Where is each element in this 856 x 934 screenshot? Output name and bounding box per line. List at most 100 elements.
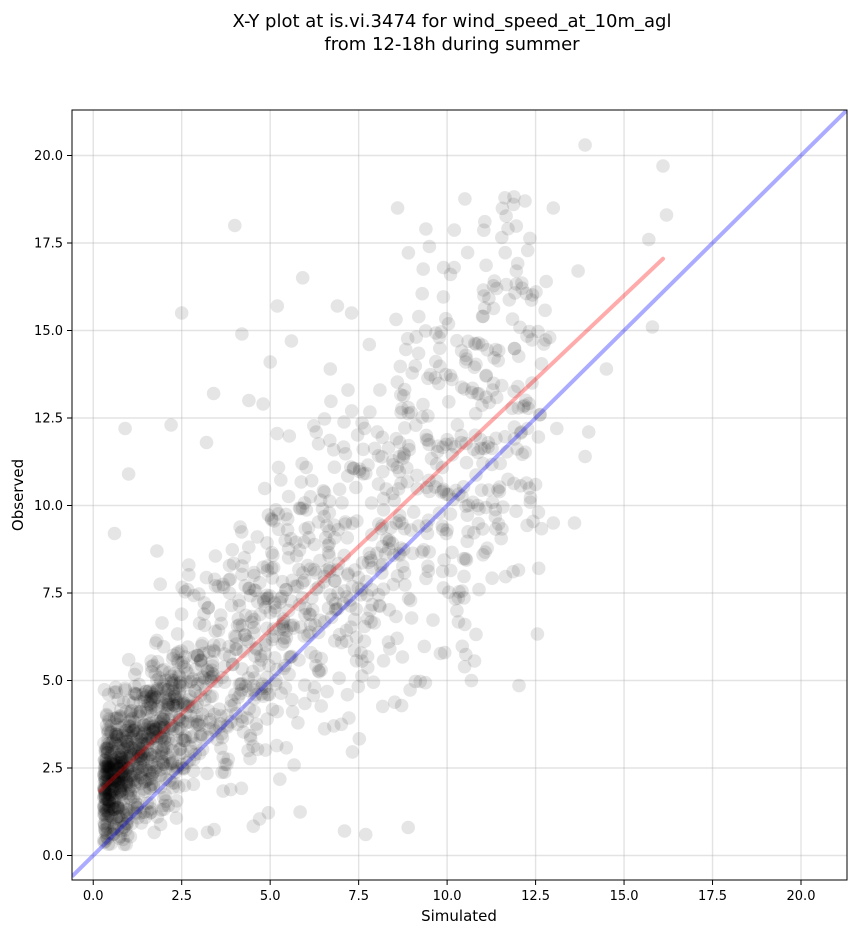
data-point bbox=[278, 658, 293, 673]
data-point bbox=[101, 769, 115, 784]
data-point bbox=[307, 537, 322, 552]
data-point bbox=[249, 642, 264, 656]
data-point bbox=[149, 714, 163, 728]
data-point bbox=[459, 499, 473, 513]
data-point bbox=[101, 758, 115, 773]
data-point bbox=[205, 659, 220, 673]
data-point bbox=[450, 418, 465, 432]
data-point bbox=[164, 706, 179, 721]
data-point bbox=[163, 773, 177, 788]
data-point bbox=[421, 371, 435, 386]
data-point bbox=[309, 425, 324, 439]
data-point bbox=[121, 725, 135, 740]
data-point bbox=[171, 696, 185, 711]
data-point bbox=[307, 563, 321, 577]
data-point bbox=[124, 746, 138, 761]
data-point bbox=[109, 810, 123, 825]
data-point bbox=[279, 583, 293, 597]
data-point bbox=[154, 716, 168, 731]
data-point bbox=[140, 737, 155, 751]
data-point bbox=[140, 773, 155, 787]
data-point bbox=[201, 730, 215, 745]
data-point bbox=[97, 783, 111, 797]
data-point bbox=[107, 821, 122, 835]
data-point bbox=[261, 591, 275, 605]
data-point bbox=[290, 579, 305, 593]
data-point bbox=[184, 674, 198, 689]
data-point bbox=[100, 709, 114, 723]
data-point bbox=[235, 559, 249, 573]
data-point bbox=[534, 357, 549, 371]
data-point bbox=[128, 795, 143, 809]
data-point bbox=[109, 759, 124, 773]
data-point bbox=[142, 683, 157, 698]
data-point bbox=[161, 798, 176, 813]
data-point bbox=[113, 829, 128, 844]
y-tick-label: 7.5 bbox=[42, 587, 63, 602]
data-point bbox=[154, 731, 168, 745]
data-point bbox=[464, 673, 479, 688]
data-point bbox=[339, 623, 354, 638]
data-point bbox=[133, 694, 148, 709]
data-point bbox=[172, 686, 187, 700]
data-point bbox=[132, 709, 146, 723]
data-point bbox=[126, 696, 141, 710]
data-point bbox=[460, 245, 475, 260]
data-point bbox=[346, 461, 361, 476]
data-point bbox=[260, 591, 274, 606]
data-point bbox=[467, 526, 481, 540]
data-point bbox=[216, 750, 230, 765]
data-point bbox=[107, 773, 122, 787]
data-point bbox=[111, 766, 125, 780]
data-point bbox=[175, 732, 189, 746]
data-point bbox=[392, 464, 407, 479]
data-point bbox=[120, 749, 134, 764]
data-point bbox=[475, 522, 490, 536]
data-point bbox=[159, 747, 174, 762]
data-point bbox=[114, 771, 129, 786]
data-point bbox=[258, 633, 273, 648]
data-point bbox=[186, 672, 200, 686]
data-point bbox=[471, 336, 486, 350]
data-point bbox=[372, 517, 386, 531]
data-point bbox=[429, 474, 444, 488]
data-point bbox=[193, 729, 208, 744]
data-point bbox=[188, 683, 202, 698]
data-point bbox=[135, 763, 149, 778]
data-point bbox=[107, 795, 121, 810]
data-point bbox=[458, 617, 472, 632]
data-point bbox=[444, 437, 459, 451]
data-point bbox=[143, 696, 158, 711]
data-point bbox=[115, 813, 129, 827]
data-point bbox=[101, 807, 116, 821]
data-point bbox=[352, 732, 367, 746]
data-point bbox=[470, 498, 485, 513]
data-point bbox=[148, 746, 162, 761]
data-point bbox=[281, 603, 296, 618]
data-point bbox=[286, 618, 300, 632]
data-point bbox=[148, 667, 163, 681]
data-point bbox=[124, 719, 138, 734]
data-point bbox=[397, 521, 412, 536]
data-point bbox=[479, 500, 493, 515]
data-point bbox=[99, 796, 113, 811]
data-point bbox=[337, 415, 351, 429]
data-point bbox=[455, 489, 469, 504]
data-point bbox=[279, 624, 294, 638]
y-tick-label: 17.5 bbox=[34, 237, 63, 252]
data-point bbox=[459, 647, 473, 662]
data-point bbox=[350, 514, 364, 528]
data-point bbox=[143, 795, 157, 810]
data-point bbox=[247, 704, 261, 719]
data-point bbox=[344, 404, 359, 418]
data-point bbox=[281, 542, 296, 556]
data-point bbox=[154, 720, 168, 735]
data-point bbox=[529, 285, 543, 299]
data-point bbox=[164, 736, 178, 751]
data-point bbox=[433, 646, 448, 661]
data-point bbox=[100, 821, 115, 835]
data-point bbox=[98, 823, 112, 837]
data-point bbox=[239, 632, 254, 647]
data-point bbox=[398, 421, 412, 435]
data-point bbox=[106, 753, 121, 767]
